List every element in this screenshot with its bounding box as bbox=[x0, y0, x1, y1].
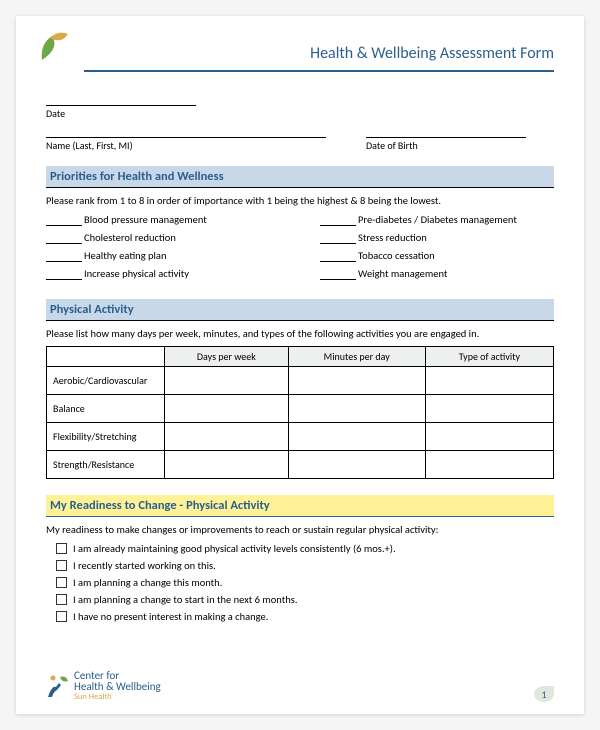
table-col-minutes: Minutes per day bbox=[288, 347, 425, 367]
form-header: Health & Wellbeing Assessment Form bbox=[46, 34, 554, 86]
name-input-line[interactable] bbox=[46, 124, 326, 138]
checkbox[interactable] bbox=[56, 577, 67, 588]
priority-label: Tobacco cessation bbox=[358, 249, 435, 262]
cell-input[interactable] bbox=[165, 451, 289, 479]
cell-input[interactable] bbox=[425, 451, 553, 479]
table-col-type: Type of activity bbox=[425, 347, 553, 367]
checkbox-label: I have no present interest in making a c… bbox=[73, 610, 268, 623]
rank-input[interactable] bbox=[46, 232, 82, 244]
cell-input[interactable] bbox=[288, 395, 425, 423]
cell-input[interactable] bbox=[288, 367, 425, 395]
checkbox-row: I am planning a change to start in the n… bbox=[56, 593, 554, 606]
leaf-icon bbox=[38, 30, 80, 67]
priority-label: Cholesterol reduction bbox=[84, 231, 176, 244]
priority-label: Healthy eating plan bbox=[84, 249, 166, 262]
checkbox-label: I am already maintaining good physical a… bbox=[73, 542, 396, 555]
priorities-col-left: Blood pressure management Cholesterol re… bbox=[46, 213, 280, 285]
footer-sub: Sun Health bbox=[74, 692, 161, 702]
dob-field: Date of Birth bbox=[366, 124, 526, 152]
person-leaf-icon bbox=[46, 673, 70, 699]
dob-label: Date of Birth bbox=[366, 139, 526, 152]
date-label: Date bbox=[46, 107, 554, 120]
cell-input[interactable] bbox=[288, 451, 425, 479]
checkbox-label: I am planning a change this month. bbox=[73, 576, 222, 589]
footer-line2: Health & Wellbeing bbox=[74, 680, 161, 693]
row-label: Balance bbox=[47, 395, 165, 423]
title-rule bbox=[84, 70, 554, 72]
form-page: Health & Wellbeing Assessment Form Date … bbox=[16, 16, 584, 714]
checkbox-label: I recently started working on this. bbox=[73, 559, 216, 572]
checkbox[interactable] bbox=[56, 611, 67, 622]
cell-input[interactable] bbox=[165, 423, 289, 451]
checkbox[interactable] bbox=[56, 543, 67, 554]
priority-label: Weight management bbox=[358, 267, 447, 280]
priority-item: Stress reduction bbox=[320, 231, 554, 244]
date-input-line[interactable] bbox=[46, 92, 196, 106]
priorities-col-right: Pre-diabetes / Diabetes management Stres… bbox=[320, 213, 554, 285]
readiness-options: I am already maintaining good physical a… bbox=[46, 542, 554, 623]
rank-input[interactable] bbox=[46, 268, 82, 280]
priority-label: Increase physical activity bbox=[84, 267, 189, 280]
checkbox-row: I recently started working on this. bbox=[56, 559, 554, 572]
priority-item: Healthy eating plan bbox=[46, 249, 280, 262]
activity-instruction: Please list how many days per week, minu… bbox=[46, 327, 554, 340]
row-label: Aerobic/Cardiovascular bbox=[47, 367, 165, 395]
rank-input[interactable] bbox=[320, 214, 356, 226]
priorities-list: Blood pressure management Cholesterol re… bbox=[46, 213, 554, 285]
rank-input[interactable] bbox=[320, 250, 356, 262]
date-field: Date bbox=[46, 92, 554, 120]
readiness-instruction: My readiness to make changes or improvem… bbox=[46, 523, 554, 536]
row-label: Flexibility/Stretching bbox=[47, 423, 165, 451]
rank-input[interactable] bbox=[46, 214, 82, 226]
name-field: Name (Last, First, MI) bbox=[46, 124, 326, 152]
cell-input[interactable] bbox=[425, 395, 553, 423]
page-footer: Center for Health & Wellbeing Sun Health… bbox=[46, 670, 554, 702]
priority-item: Increase physical activity bbox=[46, 267, 280, 280]
table-col-days: Days per week bbox=[165, 347, 289, 367]
table-row: Flexibility/Stretching bbox=[47, 423, 554, 451]
priority-label: Stress reduction bbox=[358, 231, 427, 244]
table-col-blank bbox=[47, 347, 165, 367]
priority-item: Weight management bbox=[320, 267, 554, 280]
rank-input[interactable] bbox=[46, 250, 82, 262]
dob-input-line[interactable] bbox=[366, 124, 526, 138]
priority-item: Cholesterol reduction bbox=[46, 231, 280, 244]
rank-input[interactable] bbox=[320, 268, 356, 280]
table-row: Aerobic/Cardiovascular bbox=[47, 367, 554, 395]
cell-input[interactable] bbox=[288, 423, 425, 451]
priority-item: Blood pressure management bbox=[46, 213, 280, 226]
footer-org-text: Center for Health & Wellbeing Sun Health bbox=[74, 670, 161, 702]
readiness-heading: My Readiness to Change - Physical Activi… bbox=[46, 495, 554, 517]
checkbox-row: I am already maintaining good physical a… bbox=[56, 542, 554, 555]
cell-input[interactable] bbox=[165, 367, 289, 395]
activity-heading: Physical Activity bbox=[46, 299, 554, 321]
cell-input[interactable] bbox=[165, 395, 289, 423]
checkbox-row: I have no present interest in making a c… bbox=[56, 610, 554, 623]
priority-label: Pre-diabetes / Diabetes management bbox=[358, 213, 517, 226]
cell-input[interactable] bbox=[425, 367, 553, 395]
checkbox-label: I am planning a change to start in the n… bbox=[73, 593, 298, 606]
rank-input[interactable] bbox=[320, 232, 356, 244]
priorities-instruction: Please rank from 1 to 8 in order of impo… bbox=[46, 194, 554, 207]
form-title: Health & Wellbeing Assessment Form bbox=[310, 44, 554, 63]
cell-input[interactable] bbox=[425, 423, 553, 451]
priorities-heading: Priorities for Health and Wellness bbox=[46, 166, 554, 188]
activity-table: Days per week Minutes per day Type of ac… bbox=[46, 346, 554, 479]
priority-item: Pre-diabetes / Diabetes management bbox=[320, 213, 554, 226]
checkbox-row: I am planning a change this month. bbox=[56, 576, 554, 589]
footer-logo: Center for Health & Wellbeing Sun Health bbox=[46, 670, 161, 702]
priority-label: Blood pressure management bbox=[84, 213, 207, 226]
page-number: 1 bbox=[534, 686, 554, 702]
table-row: Strength/Resistance bbox=[47, 451, 554, 479]
table-row: Balance bbox=[47, 395, 554, 423]
priority-item: Tobacco cessation bbox=[320, 249, 554, 262]
checkbox[interactable] bbox=[56, 560, 67, 571]
checkbox[interactable] bbox=[56, 594, 67, 605]
table-header-row: Days per week Minutes per day Type of ac… bbox=[47, 347, 554, 367]
row-label: Strength/Resistance bbox=[47, 451, 165, 479]
name-label: Name (Last, First, MI) bbox=[46, 139, 326, 152]
